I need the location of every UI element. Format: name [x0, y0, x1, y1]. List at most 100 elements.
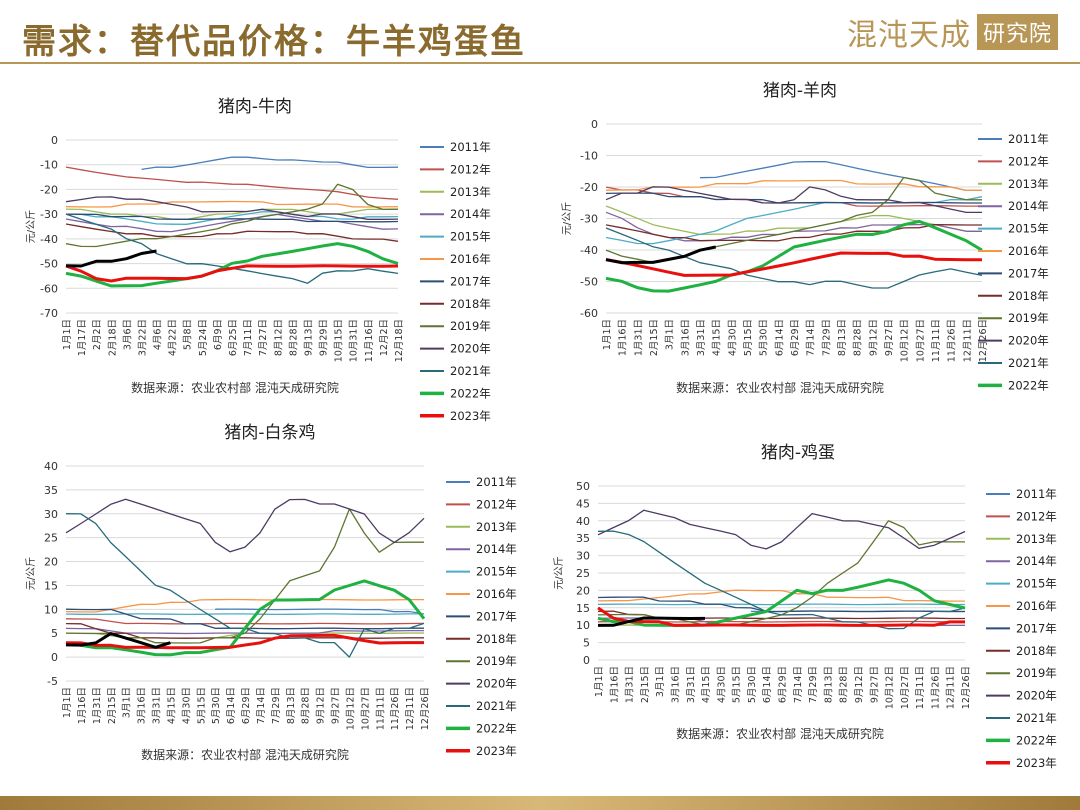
series-line-2024 — [65, 632, 171, 649]
y-tick-label: -40 — [580, 244, 598, 257]
series-line-2017年 — [65, 608, 424, 630]
legend-label: 2023年 — [476, 744, 517, 758]
series-line-2020年 — [65, 498, 425, 553]
x-tick-label: 9月27日 — [331, 687, 342, 724]
legend-label: 2011年 — [476, 475, 517, 489]
y-tick-label: 10 — [576, 619, 590, 632]
y-axis-label: 元/公斤 — [561, 202, 573, 235]
x-tick-label: 4月15日 — [712, 319, 723, 356]
y-tick-label: -30 — [580, 213, 598, 226]
x-tick-label: 8月28日 — [301, 687, 312, 724]
x-tick-label: 3月31日 — [696, 319, 707, 356]
x-tick-label: 5月24日 — [198, 319, 209, 356]
chart-1: 猪肉-牛肉 0 -10 -20 -30 -40 -50 -60 -70 元/公斤 1月1日 1月17日… — [25, 97, 491, 423]
legend-label: 2014年 — [450, 207, 491, 221]
x-tick-label: 6月29日 — [790, 319, 801, 356]
x-tick-label: 12月26日 — [961, 666, 972, 709]
chart-title: 猪肉-鸡蛋 — [761, 443, 835, 463]
legend-label: 2013年 — [476, 520, 517, 534]
legend-label: 2019年 — [1016, 666, 1057, 680]
x-tick-label: 3月22日 — [137, 319, 148, 356]
x-tick-label: 6月14日 — [226, 687, 237, 724]
legend-label: 2014年 — [1016, 554, 1057, 568]
series-line-2011年 — [141, 156, 399, 171]
x-tick-label: 10月27日 — [915, 319, 926, 362]
x-tick-label: 1月1日 — [594, 666, 605, 697]
series-line-2018年 — [65, 223, 399, 242]
x-tick-label: 8月28日 — [853, 319, 864, 356]
legend-label: 2016年 — [1008, 244, 1049, 258]
legend-label: 2014年 — [1008, 199, 1049, 213]
series-line-2015年 — [65, 211, 399, 225]
series-line-2020年 — [597, 509, 966, 550]
x-tick-label: 5月15日 — [743, 319, 754, 356]
y-tick-label: 40 — [44, 460, 58, 473]
series-line-2023年 — [65, 264, 399, 283]
x-tick-label: 4月30日 — [727, 319, 738, 356]
x-tick-label: 1月1日 — [62, 319, 73, 350]
chart-title: 猪肉-羊肉 — [763, 81, 837, 101]
series-line-2023年 — [597, 606, 965, 627]
y-tick-label: 20 — [576, 584, 590, 597]
x-tick-label: 1月16日 — [77, 687, 88, 724]
y-tick-label: -30 — [40, 208, 58, 221]
x-tick-label: 10月12日 — [345, 687, 356, 730]
legend-label: 2016年 — [1016, 599, 1057, 613]
x-tick-label: 5月15日 — [732, 666, 743, 703]
legend-label: 2015年 — [450, 230, 491, 244]
series-line-2011年 — [215, 608, 425, 615]
x-tick-label: 1月1日 — [62, 687, 73, 718]
x-tick-label: 3月31日 — [686, 666, 697, 703]
series-line-2021年 — [597, 530, 966, 630]
x-tick-label: 7月14日 — [793, 666, 804, 703]
x-tick-label: 5月8日 — [183, 319, 194, 350]
x-tick-label: 1月31日 — [625, 666, 636, 703]
x-tick-label: 6月14日 — [762, 666, 773, 703]
x-tick-label: 11月11日 — [931, 319, 942, 362]
legend-label: 2023年 — [1016, 756, 1057, 770]
y-tick-label: 0 — [591, 118, 598, 131]
x-tick-label: 1月31日 — [633, 319, 644, 356]
x-tick-label: 2月15日 — [107, 687, 118, 724]
chart-title: 猪肉-白条鸡 — [224, 423, 315, 443]
series-line-2019年 — [65, 183, 399, 248]
legend-label: 2012年 — [450, 162, 491, 176]
series-line-2024 — [65, 249, 157, 268]
legend-label: 2011年 — [450, 140, 491, 154]
series-line-2016年 — [65, 598, 424, 613]
x-tick-label: 4月22日 — [168, 319, 179, 356]
series-line-2024 — [605, 245, 716, 265]
legend-label: 2022年 — [1016, 733, 1057, 747]
x-tick-label: 6月25日 — [228, 319, 239, 356]
x-tick-label: 4月15日 — [701, 666, 712, 703]
x-tick-label: 3月16日 — [137, 687, 148, 724]
source-note: 数据来源：农业农村部 混沌天成研究院 — [131, 380, 339, 395]
legend-label: 2021年 — [450, 364, 491, 378]
y-tick-label: 20 — [44, 556, 58, 569]
y-tick-label: 45 — [576, 497, 590, 510]
series-line-2020年 — [605, 186, 982, 214]
x-tick-label: 10月27日 — [360, 687, 371, 730]
x-tick-label: 10月31日 — [349, 319, 360, 362]
legend-label: 2021年 — [1008, 356, 1049, 370]
series-line-2017年 — [65, 213, 399, 223]
x-tick-label: 3月16日 — [680, 319, 691, 356]
legend-label: 2016年 — [476, 587, 517, 601]
legend-label: 2015年 — [1008, 222, 1049, 236]
x-tick-label: 9月29日 — [319, 319, 330, 356]
x-tick-label: 3月1日 — [655, 666, 666, 697]
x-tick-label: 5月30日 — [211, 687, 222, 724]
x-tick-label: 8月28日 — [288, 319, 299, 356]
x-tick-label: 11月26日 — [930, 666, 941, 709]
x-tick-label: 3月1日 — [665, 319, 676, 350]
series-line-2024 — [597, 616, 706, 627]
y-tick-label: -50 — [580, 276, 598, 289]
legend-label: 2017年 — [476, 609, 517, 623]
x-tick-label: 11月26日 — [390, 687, 401, 730]
series-line-2011年 — [699, 160, 982, 192]
y-tick-label: 25 — [44, 532, 58, 545]
x-tick-label: 12月11日 — [946, 666, 957, 709]
x-tick-label: 4月6日 — [153, 319, 164, 350]
x-tick-label: 5月30日 — [759, 319, 770, 356]
